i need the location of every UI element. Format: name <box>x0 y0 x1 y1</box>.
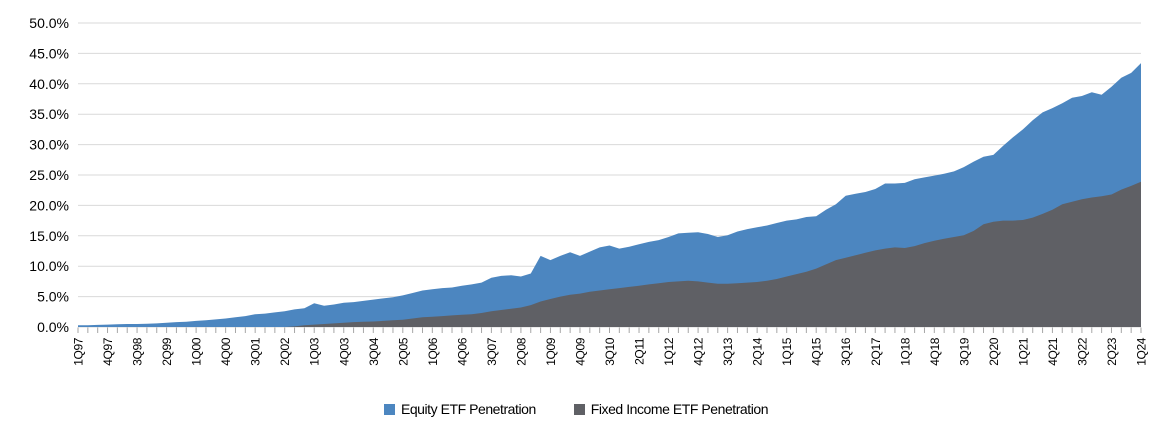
x-axis-label: 4Q15 <box>810 337 824 365</box>
x-axis-label: 2Q02 <box>278 337 292 365</box>
x-axis-label: 3Q01 <box>249 337 263 365</box>
x-axis-label: 2Q05 <box>396 337 410 365</box>
y-axis-label: 10.0% <box>29 258 69 274</box>
x-axis-label: 4Q06 <box>455 337 469 365</box>
x-axis-label: 3Q04 <box>367 337 381 365</box>
x-axis-label: 2Q20 <box>987 337 1001 365</box>
x-axis-label: 4Q21 <box>1046 337 1060 365</box>
y-axis-label: 50.0% <box>29 15 69 31</box>
legend-item-fixed-income: Fixed Income ETF Penetration <box>573 401 769 417</box>
y-axis-label: 45.0% <box>29 45 69 61</box>
x-axis-label: 1Q15 <box>780 337 794 365</box>
x-axis-label: 2Q17 <box>869 337 883 365</box>
x-axis-label: 3Q10 <box>603 337 617 365</box>
x-axis-label: 1Q24 <box>1135 337 1149 365</box>
area-fixed-income <box>78 181 1141 327</box>
y-axis-label: 30.0% <box>29 137 69 153</box>
x-axis-label: 1Q21 <box>1016 337 1030 365</box>
chart-legend: Equity ETF Penetration Fixed Income ETF … <box>0 401 1152 417</box>
x-axis-label: 1Q12 <box>662 337 676 365</box>
x-axis-label: 1Q18 <box>898 337 912 365</box>
gridlines <box>78 22 1141 328</box>
legend-item-equity: Equity ETF Penetration <box>383 401 536 417</box>
legend-label-fixed-income: Fixed Income ETF Penetration <box>590 401 769 417</box>
legend-label-equity: Equity ETF Penetration <box>400 401 536 417</box>
x-axis-label: 3Q19 <box>957 337 971 365</box>
y-axis-label: 35.0% <box>29 106 69 122</box>
x-axis-label: 2Q11 <box>633 337 647 365</box>
x-axis-label: 1Q09 <box>544 337 558 365</box>
x-axis-label: 3Q22 <box>1075 337 1089 365</box>
legend-swatch-equity <box>383 403 395 415</box>
x-axis-label: 3Q16 <box>839 337 853 365</box>
x-axis-label: 4Q00 <box>219 337 233 365</box>
x-axis-label: 1Q97 <box>72 337 86 365</box>
y-axis-label: 40.0% <box>29 76 69 92</box>
x-axis-label: 2Q08 <box>514 337 528 365</box>
y-axis-label: 5.0% <box>37 289 69 305</box>
x-axis-label: 2Q99 <box>160 337 174 365</box>
y-axis-label: 20.0% <box>29 197 69 213</box>
x-axis-label: 4Q12 <box>692 337 706 365</box>
y-axis-label: 0.0% <box>37 319 69 335</box>
x-axis-label: 2Q14 <box>751 337 765 365</box>
etf-penetration-chart: 0.0% 5.0% 10.0% 15.0% 20.0% 25.0% 30.0% 35.0% 40… <box>29 15 1149 366</box>
x-axis-label: 4Q18 <box>928 337 942 365</box>
x-axis-label: 1Q06 <box>426 337 440 365</box>
x-axis-label: 3Q07 <box>485 337 499 365</box>
x-axis-label: 1Q03 <box>308 337 322 365</box>
y-axis-label: 25.0% <box>29 167 69 183</box>
x-axis-label: 1Q00 <box>190 337 204 365</box>
x-axis-label: 4Q97 <box>101 337 115 365</box>
x-axis-label: 2Q23 <box>1105 337 1119 365</box>
x-axis-label: 3Q13 <box>721 337 735 365</box>
x-axis-label: 4Q03 <box>337 337 351 365</box>
x-axis-labels: 1Q97 4Q97 3Q98 2Q99 1Q00 4Q00 3Q01 2Q02 1Q03 4Q03… <box>72 337 1149 365</box>
y-axis-label: 15.0% <box>29 228 69 244</box>
x-axis-label: 3Q98 <box>131 337 145 365</box>
legend-swatch-fixed-income <box>573 403 585 415</box>
x-axis-tick-marks <box>77 327 1142 333</box>
x-axis-label: 4Q09 <box>573 337 587 365</box>
y-axis-labels: 0.0% 5.0% 10.0% 15.0% 20.0% 25.0% 30.0% 35.0% 40… <box>29 15 69 335</box>
area-series <box>78 63 1141 327</box>
